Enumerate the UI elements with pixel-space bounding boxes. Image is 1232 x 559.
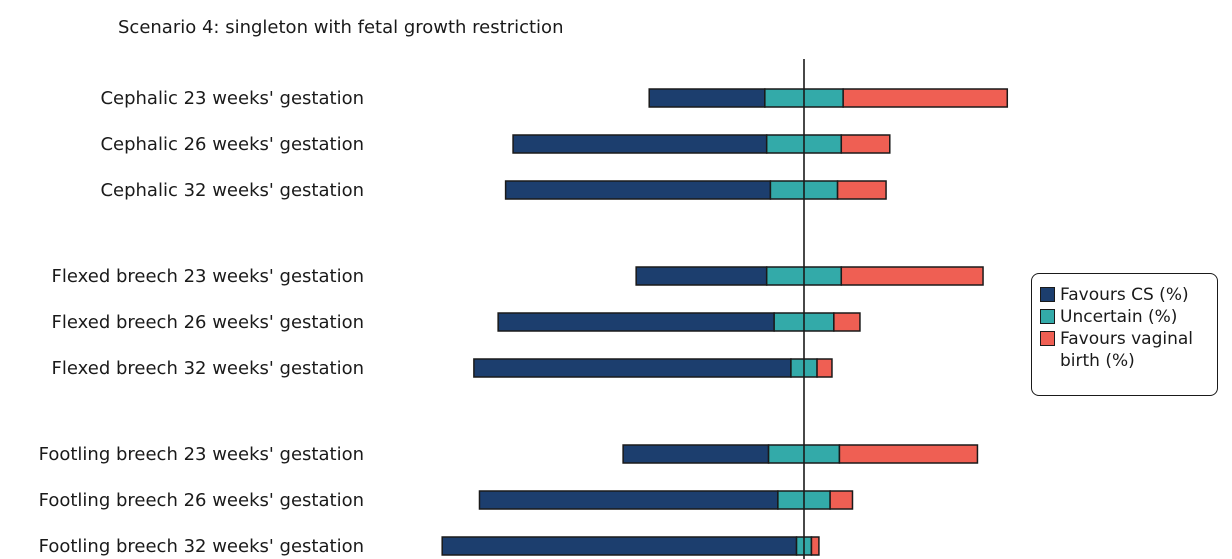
bars [441, 88, 1009, 556]
bar-segment-favours-cs-3 [504, 180, 772, 200]
chart-title: Scenario 4: singleton with fetal growth … [118, 17, 564, 38]
legend: Favours CS (%) Uncertain (%) Favours vag… [1031, 273, 1218, 396]
bar-segment-favours-cs-5 [497, 312, 775, 332]
bar-segment-favours-cs-4 [635, 266, 768, 286]
legend-item-uncertain: Uncertain (%) [1040, 306, 1209, 328]
category-label-5: Flexed breech 26 weeks' gestation [52, 312, 364, 333]
bar-segment-favours-vaginal-birth-3 [836, 180, 887, 200]
category-label-2: Cephalic 26 weeks' gestation [100, 134, 364, 155]
category-label-8: Footling breech 26 weeks' gestation [39, 490, 364, 511]
category-label-3: Cephalic 32 weeks' gestation [100, 180, 364, 201]
bar-segment-favours-cs-7 [622, 444, 770, 464]
category-label-6: Flexed breech 32 weeks' gestation [52, 358, 364, 379]
bar-segment-favours-cs-1 [648, 88, 766, 108]
category-label-4: Flexed breech 23 weeks' gestation [52, 266, 364, 287]
legend-label-favours-vaginal-birth: Favours vaginal birth (%) [1060, 329, 1194, 371]
legend-item-favours-cs: Favours CS (%) [1040, 284, 1209, 306]
legend-label-favours-cs: Favours CS (%) [1060, 285, 1189, 305]
bar-segment-favours-vaginal-birth-4 [840, 266, 984, 286]
bar-segment-favours-vaginal-birth-6 [816, 358, 833, 378]
bar-segment-favours-vaginal-birth-5 [833, 312, 861, 332]
bar-segment-favours-cs-8 [478, 490, 779, 510]
bar-segment-favours-cs-6 [473, 358, 792, 378]
legend-swatch-favours-vaginal-birth [1040, 331, 1055, 346]
bar-segment-favours-vaginal-birth-7 [838, 444, 979, 464]
category-labels: Cephalic 23 weeks' gestation Cephalic 26 … [39, 88, 364, 557]
category-label-1: Cephalic 23 weeks' gestation [100, 88, 364, 109]
bar-segment-favours-vaginal-birth-1 [842, 88, 1009, 108]
bar-segment-favours-vaginal-birth-8 [829, 490, 854, 510]
legend-label-uncertain: Uncertain (%) [1060, 307, 1178, 327]
bar-segment-favours-cs-9 [441, 536, 798, 556]
bar-segment-favours-vaginal-birth-9 [810, 536, 820, 556]
bar-segment-favours-vaginal-birth-2 [840, 134, 891, 154]
bar-segment-favours-cs-2 [512, 134, 768, 154]
legend-swatch-uncertain [1040, 309, 1055, 324]
legend-item-favours-vaginal-birth: Favours vaginal birth (%) [1040, 328, 1209, 372]
legend-swatch-favours-cs [1040, 287, 1055, 302]
category-label-7: Footling breech 23 weeks' gestation [39, 444, 364, 465]
category-label-9: Footling breech 32 weeks' gestation [39, 536, 364, 557]
